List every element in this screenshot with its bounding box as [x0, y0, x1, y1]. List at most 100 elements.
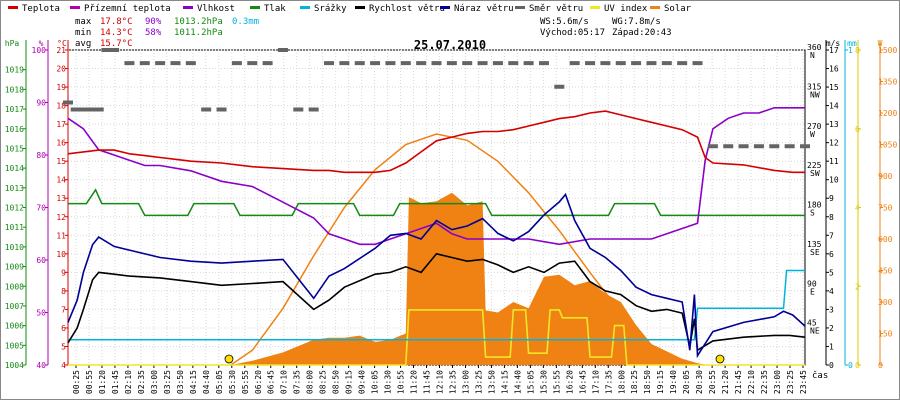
- x-tick-label-20: 08:50: [332, 370, 341, 394]
- x-tick-label-32: 13:50: [487, 370, 496, 394]
- wind-dir-deg-0: 360: [807, 43, 822, 52]
- wind_speed-tick-label-3: 3: [829, 305, 834, 314]
- x-tick-label-18: 08:00: [306, 370, 315, 394]
- wind_speed-tick-label-11: 11: [829, 157, 839, 166]
- x-tick-label-10: 04:40: [202, 370, 211, 394]
- wind-dir-mark-35: [554, 84, 565, 89]
- wind-dir-mark-14: [231, 61, 242, 66]
- wind_speed-tick-label-14: 14: [829, 102, 839, 111]
- solar-tick-label-2: 300: [878, 298, 893, 307]
- x-tick-label-39: 16:45: [578, 370, 587, 394]
- x-tick-label-21: 09:15: [345, 370, 354, 394]
- legend-label-1: Přízemní teplota: [84, 4, 171, 14]
- press-tick-label-14: 1018: [5, 85, 24, 94]
- x-tick-label-37: 15:55: [552, 370, 561, 394]
- press-tick-label-7: 1011: [5, 223, 24, 232]
- x-tick-label-12: 05:30: [228, 370, 237, 394]
- wind-dir-mark-47: [738, 144, 749, 149]
- press-tick-label-15: 1019: [5, 66, 24, 75]
- legend-swatch-2: [183, 6, 193, 9]
- series-n-raz-v-tru: [67, 192, 806, 359]
- temp-tick-label-6: 10: [56, 250, 66, 259]
- wind-dir-mark-9: [155, 61, 166, 66]
- wind-dir-mark-24: [385, 61, 396, 66]
- series-sr-ky: [68, 269, 805, 341]
- wind-dir-mark-21: [339, 61, 350, 66]
- temp-tick-label-16: 20: [56, 65, 66, 74]
- sunrise-info: Východ:05:17: [540, 28, 605, 38]
- press-tick-label-4: 1008: [5, 282, 24, 291]
- wind-dir-mark-8: [139, 61, 150, 66]
- x-tick-label-47: 20:05: [682, 370, 691, 394]
- wind-dir-label-7: NE: [810, 327, 820, 336]
- wind-dir-mark-44: [692, 61, 703, 66]
- x-tick-label-16: 07:10: [280, 370, 289, 394]
- wind-dir-mark-34: [538, 61, 549, 66]
- wind-dir-mark-39: [615, 61, 626, 66]
- solar-axis-unit: W: [878, 39, 883, 48]
- wind_speed-tick-label-12: 12: [829, 139, 839, 148]
- wind-dir-mark-19: [308, 107, 319, 112]
- wind-dir-mark-10: [170, 61, 181, 66]
- stat-min-temp: 14.3°C: [100, 28, 133, 38]
- wind-dir-label-1: NW: [810, 90, 820, 99]
- x-tick-label-45: 19:15: [656, 370, 665, 394]
- stat-avg-label: avg: [75, 39, 91, 49]
- temp-axis-unit: °C: [57, 39, 67, 48]
- press-tick-label-12: 1016: [5, 125, 24, 134]
- legend-label-2: Vlhkost: [197, 4, 235, 14]
- wind-dir-mark-23: [370, 61, 381, 66]
- legend: Teplota Přízemní teplota Vlhkost Tlak Srážky…: [8, 4, 692, 14]
- wind-dir-deg-2: 270: [807, 122, 822, 131]
- x-tick-label-54: 23:00: [773, 370, 782, 394]
- x-tick-label-13: 05:55: [241, 370, 250, 394]
- temp-tick-label-11: 15: [56, 157, 66, 166]
- wind-dir-mark-40: [631, 61, 642, 66]
- x-tick-label-11: 05:05: [215, 370, 224, 394]
- x-tick-label-31: 13:25: [474, 370, 483, 394]
- temp-tick-label-14: 18: [56, 102, 66, 111]
- x-tick-label-5: 02:35: [137, 370, 146, 394]
- wind-gust-info: WG:7.8m/s: [612, 17, 661, 27]
- wind-dir-label-4: S: [810, 209, 815, 218]
- legend-label-0: Teplota: [22, 4, 60, 14]
- solar-tick-label-4: 600: [878, 235, 893, 244]
- legend-swatch-9: [650, 6, 660, 9]
- wind_speed-tick-label-5: 5: [829, 268, 834, 277]
- wind-dir-mark-27: [431, 61, 442, 66]
- wind-dir-mark-20: [324, 61, 335, 66]
- wind-dir-mark-36: [569, 61, 580, 66]
- solar-tick-label-7: 1050: [878, 141, 897, 150]
- solar-tick-label-3: 450: [878, 267, 893, 276]
- x-tick-label-55: 23:25: [786, 370, 795, 394]
- legend-label-4: Srážky: [314, 4, 347, 14]
- stat-max-rain: 0.3mm: [232, 17, 259, 27]
- wind_speed-tick-label-16: 16: [829, 65, 839, 74]
- wind_speed-tick-label-7: 7: [829, 231, 834, 240]
- wind-dir-deg-7: 45: [807, 319, 817, 328]
- x-tick-label-50: 21:20: [721, 370, 730, 394]
- wind-dir-mark-22: [354, 61, 365, 66]
- sunset-marker: [715, 354, 725, 364]
- wind-dir-mark-16: [262, 61, 273, 66]
- x-tick-label-51: 21:45: [734, 370, 743, 394]
- press-tick-label-5: 1009: [5, 263, 24, 272]
- legend-swatch-7: [515, 6, 525, 9]
- uv-tick-label-4: 8: [855, 46, 860, 55]
- wind_speed-tick-label-13: 13: [829, 120, 839, 129]
- legend-swatch-1: [70, 6, 80, 9]
- x-tick-label-24: 10:30: [384, 370, 393, 394]
- wind-dir-mark-38: [600, 61, 611, 66]
- press-tick-label-11: 1015: [5, 144, 24, 153]
- x-tick-label-29: 12:35: [448, 370, 457, 394]
- wind_speed-tick-label-8: 8: [829, 213, 834, 222]
- x-tick-label-14: 06:20: [254, 370, 263, 394]
- hum-tick-label-5: 90: [36, 99, 46, 108]
- uv-tick-label-2: 4: [855, 204, 860, 213]
- solar-tick-label-9: 1350: [878, 78, 897, 87]
- legend-swatch-0: [8, 6, 18, 9]
- wind-dir-mark-4: [93, 107, 104, 112]
- wind_speed-tick-label-1: 1: [829, 342, 834, 351]
- wind-dir-deg-3: 225: [807, 161, 822, 170]
